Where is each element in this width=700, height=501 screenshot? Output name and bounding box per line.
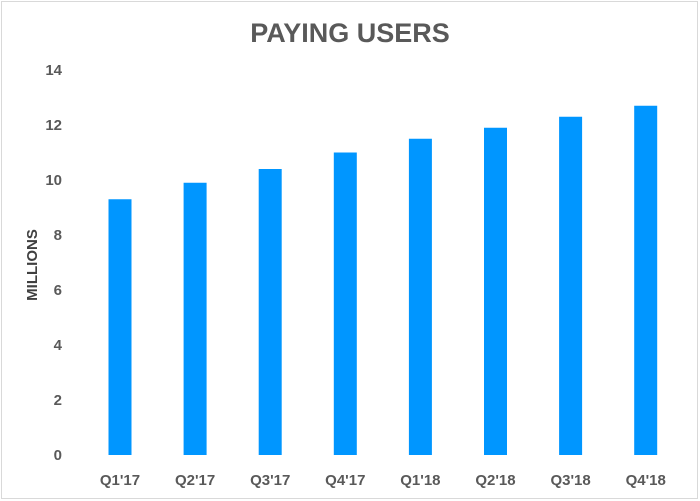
- bar-q1-17: [108, 199, 132, 455]
- y-axis-label: MILLIONS: [24, 229, 41, 301]
- y-tick-label: 6: [54, 282, 62, 299]
- y-tick-label: 8: [54, 227, 62, 244]
- bar-q3-17: [258, 169, 282, 455]
- x-tick-label: Q3'18: [550, 472, 590, 489]
- y-tick-label: 12: [45, 117, 62, 134]
- x-tick-label: Q3'17: [250, 472, 290, 489]
- bar-q2-18: [484, 127, 507, 455]
- x-tick-label: Q1'18: [400, 472, 440, 489]
- bar-q4-18: [634, 105, 658, 455]
- y-tick-label: 14: [45, 62, 62, 79]
- bar-q2-17: [183, 182, 207, 455]
- y-tick-label: 10: [45, 172, 62, 189]
- x-tick-label: Q2'17: [175, 472, 215, 489]
- x-tick-label: Q2'18: [475, 472, 515, 489]
- bar-q1-18: [408, 138, 432, 455]
- bar-q3-18: [559, 116, 583, 455]
- x-tick-label: Q1'17: [100, 472, 140, 489]
- x-tick-label: Q4'17: [325, 472, 365, 489]
- chart-title: PAYING USERS: [250, 18, 450, 48]
- x-tick-label: Q4'18: [626, 472, 666, 489]
- bar-q4-17: [333, 152, 357, 455]
- y-tick-label: 4: [54, 337, 63, 354]
- y-tick-label: 2: [54, 392, 62, 409]
- y-tick-label: 0: [54, 447, 62, 464]
